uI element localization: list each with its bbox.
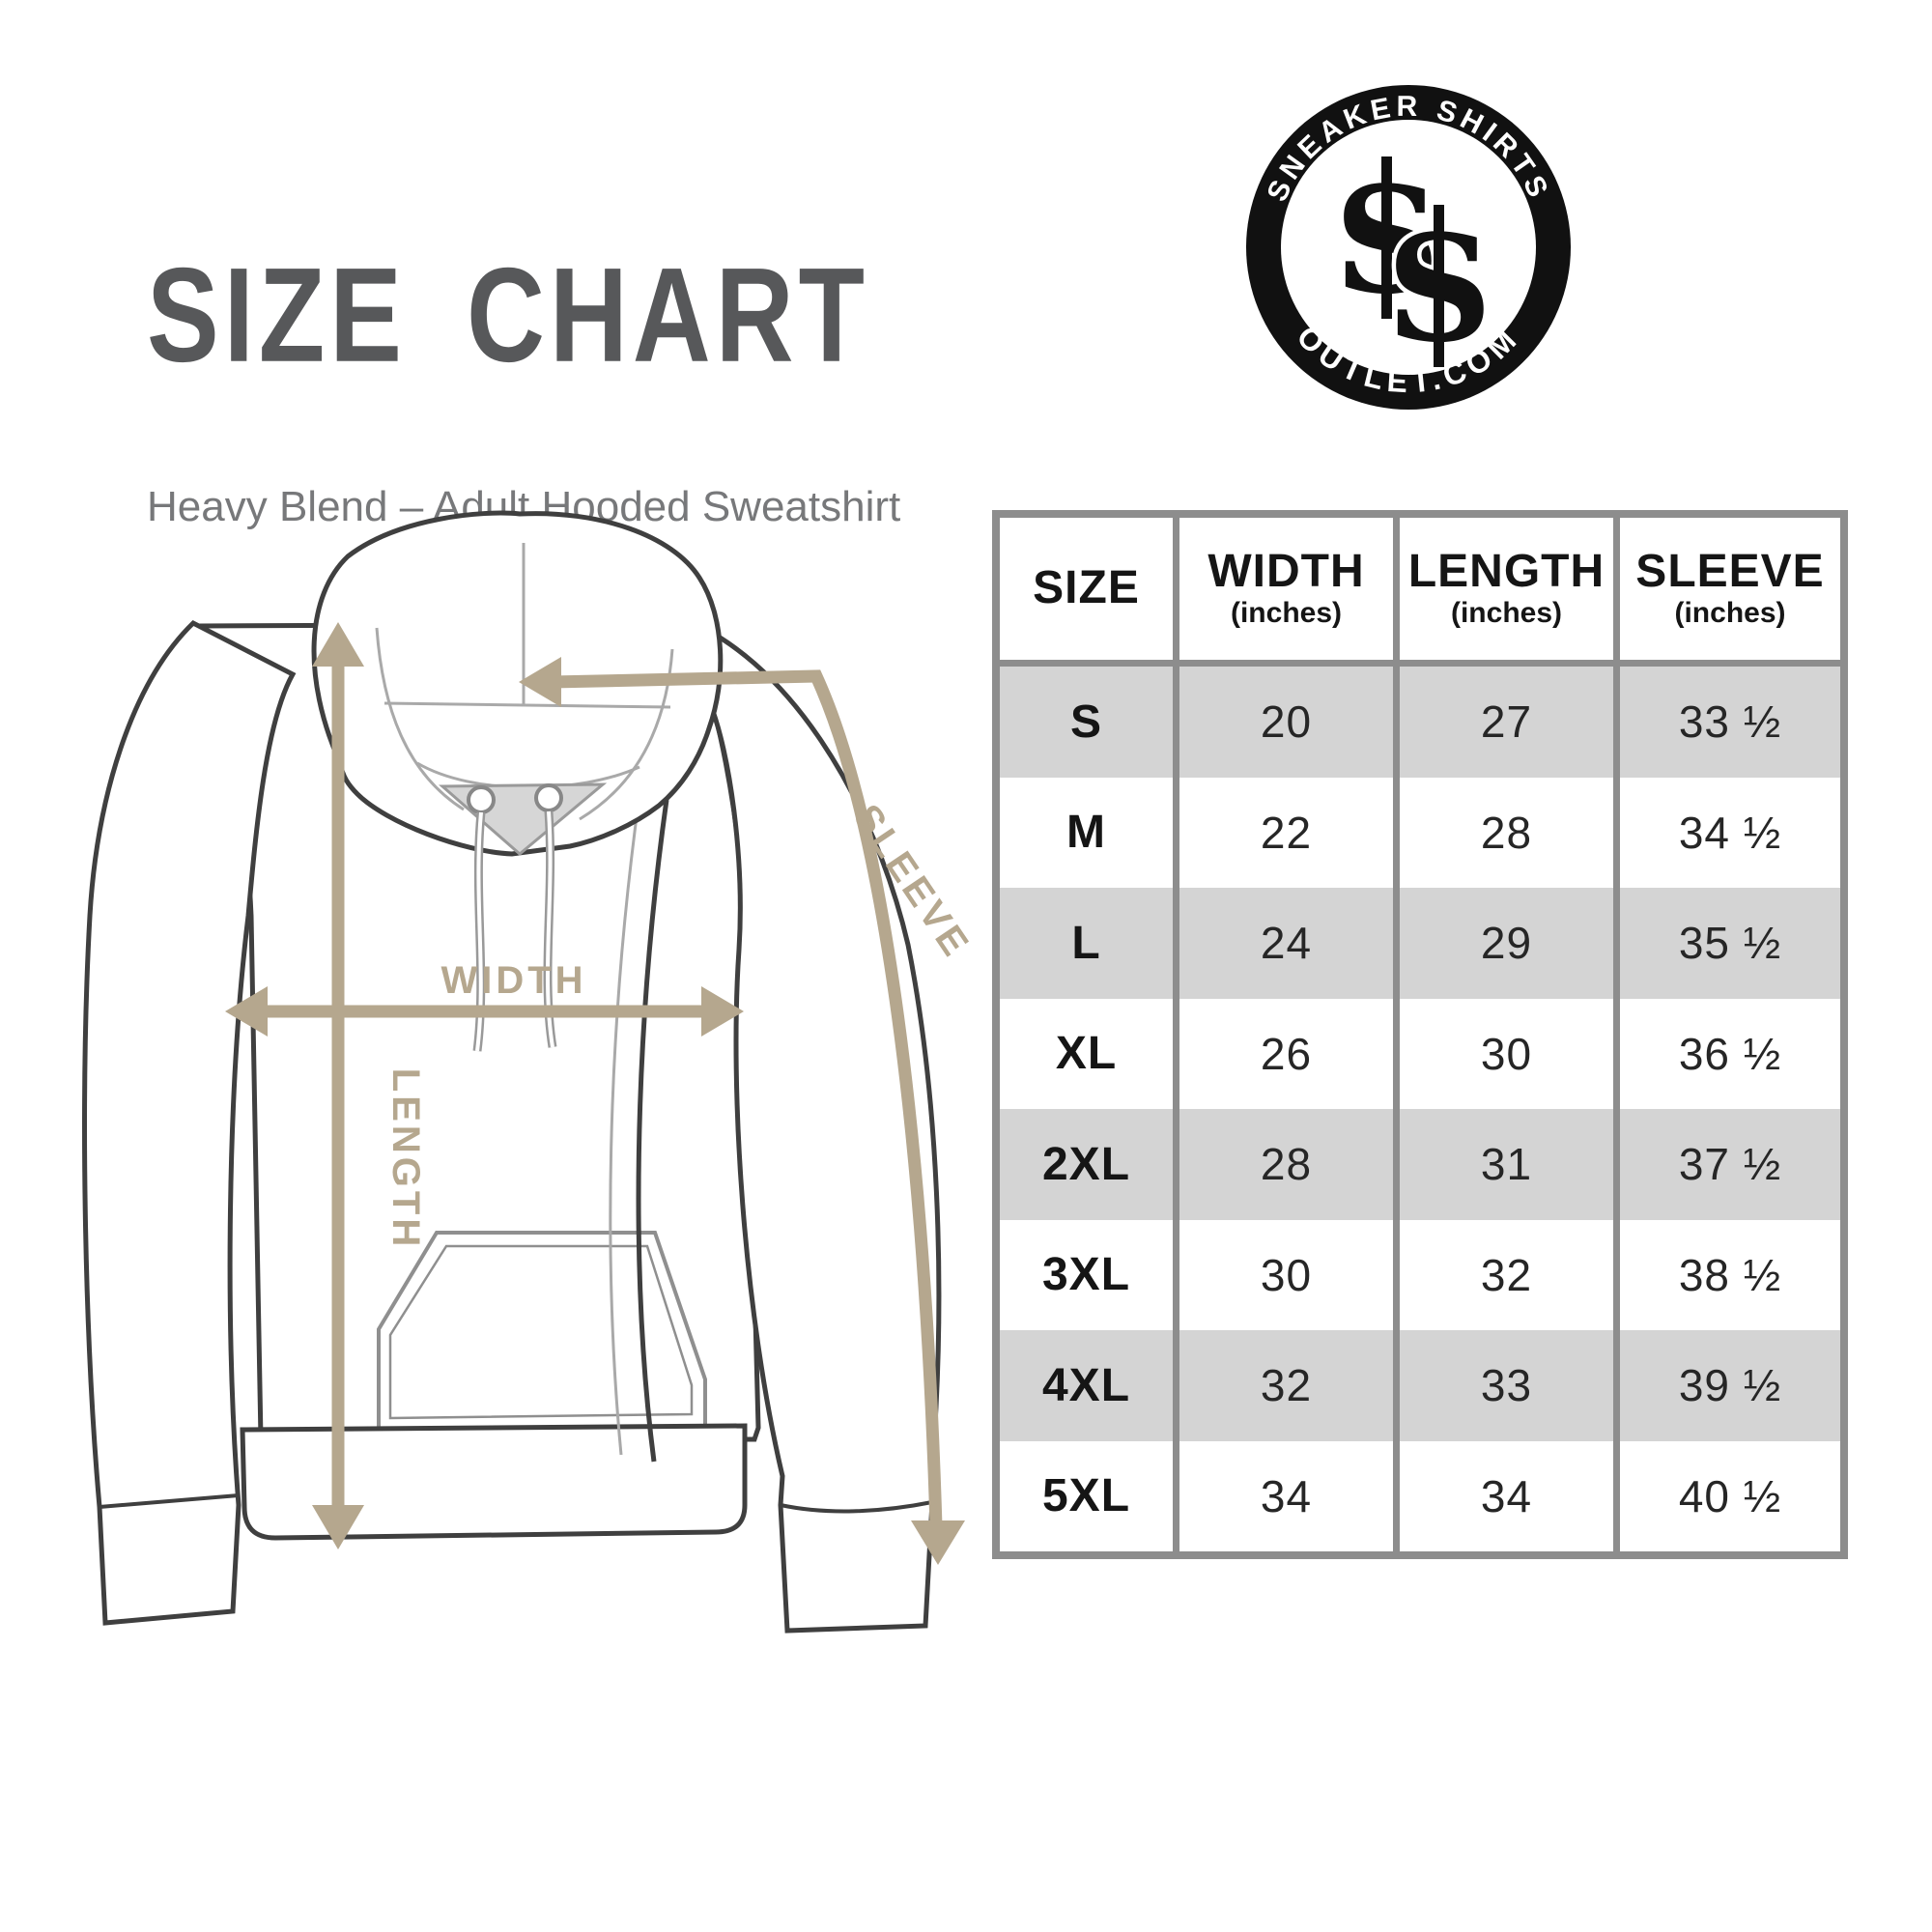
table-row-size-cell: S [1000,667,1179,778]
hoodie-hem-band [240,1423,748,1541]
hood-inner-left-seam [375,627,465,811]
table-row-size-cell: 2XL [1000,1109,1179,1220]
table-cell: 30 [1400,998,1620,1109]
table-cell: 22 [1179,777,1400,888]
table-cell: 28 [1179,1109,1400,1220]
hoodie-diagram: WIDTH LENGTH SLEEVE [82,510,979,1634]
table-cell: 24 [1179,888,1400,999]
table-cell: 34 [1179,1440,1400,1551]
header-size: SIZE [1000,518,1179,667]
table-cell: 30 [1179,1219,1400,1330]
table-cell: 20 [1179,667,1400,778]
length-measure-arrow [312,622,364,1549]
table-cell: 38 ½ [1620,1219,1840,1330]
monogram-bar [1381,156,1392,319]
table-cell: 27 [1400,667,1620,778]
table-cell: 34 ½ [1620,777,1840,888]
table-row-size-cell: 4XL [1000,1330,1179,1441]
table-cell: 39 ½ [1620,1330,1840,1441]
right-cuff-seam [780,1500,933,1514]
hoodie-hood [311,510,724,857]
table-row-size-cell: XL [1000,998,1179,1109]
width-label: WIDTH [440,959,586,1002]
logo-ss-monogram-icon: S S [1334,154,1496,380]
hood-back-seam [384,701,671,709]
drawstring-highlight [475,811,483,1052]
drawstring-eyelet [467,785,496,814]
hoodie-pocket [377,1231,707,1433]
table-cell: 32 [1179,1330,1400,1441]
drawstring-highlight [545,810,554,1048]
header-length: LENGTH (inches) [1400,518,1620,667]
table-row-size-cell: 3XL [1000,1219,1179,1330]
size-table: SIZE WIDTH (inches) LENGTH (inches) SLEE… [992,510,1848,1559]
logo-inner-circle [1281,120,1536,375]
table-cell: 31 [1400,1109,1620,1220]
header-sleeve: SLEEVE (inches) [1620,518,1840,667]
table-cell: 35 ½ [1620,888,1840,999]
sleeve-measure-arrow [519,657,965,1565]
hoodie-left-sleeve [82,619,297,1626]
table-cell: 33 ½ [1620,667,1840,778]
table-cell: 32 [1400,1219,1620,1330]
right-sleeve-front-seam [636,799,669,1463]
table-cell: 36 ½ [1620,998,1840,1109]
table-cell: 26 [1179,998,1400,1109]
brand-logo: SNEAKER SHIRTS OUTLET.COM S S [1246,85,1571,410]
monogram-bar [1434,205,1444,367]
table-cell: 29 [1400,888,1620,999]
table-cell: 40 ½ [1620,1440,1840,1551]
body-side-seam [609,794,641,1456]
length-label: LENGTH [384,1068,427,1250]
table-cell: 37 ½ [1620,1109,1840,1220]
hoodie-pocket-inner-seam [388,1244,694,1420]
table-row-size-cell: M [1000,777,1179,888]
table-row-size-cell: L [1000,888,1179,999]
table-row-size-cell: 5XL [1000,1440,1179,1551]
table-cell: 34 [1400,1440,1620,1551]
page-title: SIZE CHART [147,240,869,390]
table-cell: 28 [1400,777,1620,888]
drawstring-eyelet [534,783,563,812]
left-cuff-seam [99,1493,240,1509]
header-width: WIDTH (inches) [1179,518,1400,667]
table-cell: 33 [1400,1330,1620,1441]
